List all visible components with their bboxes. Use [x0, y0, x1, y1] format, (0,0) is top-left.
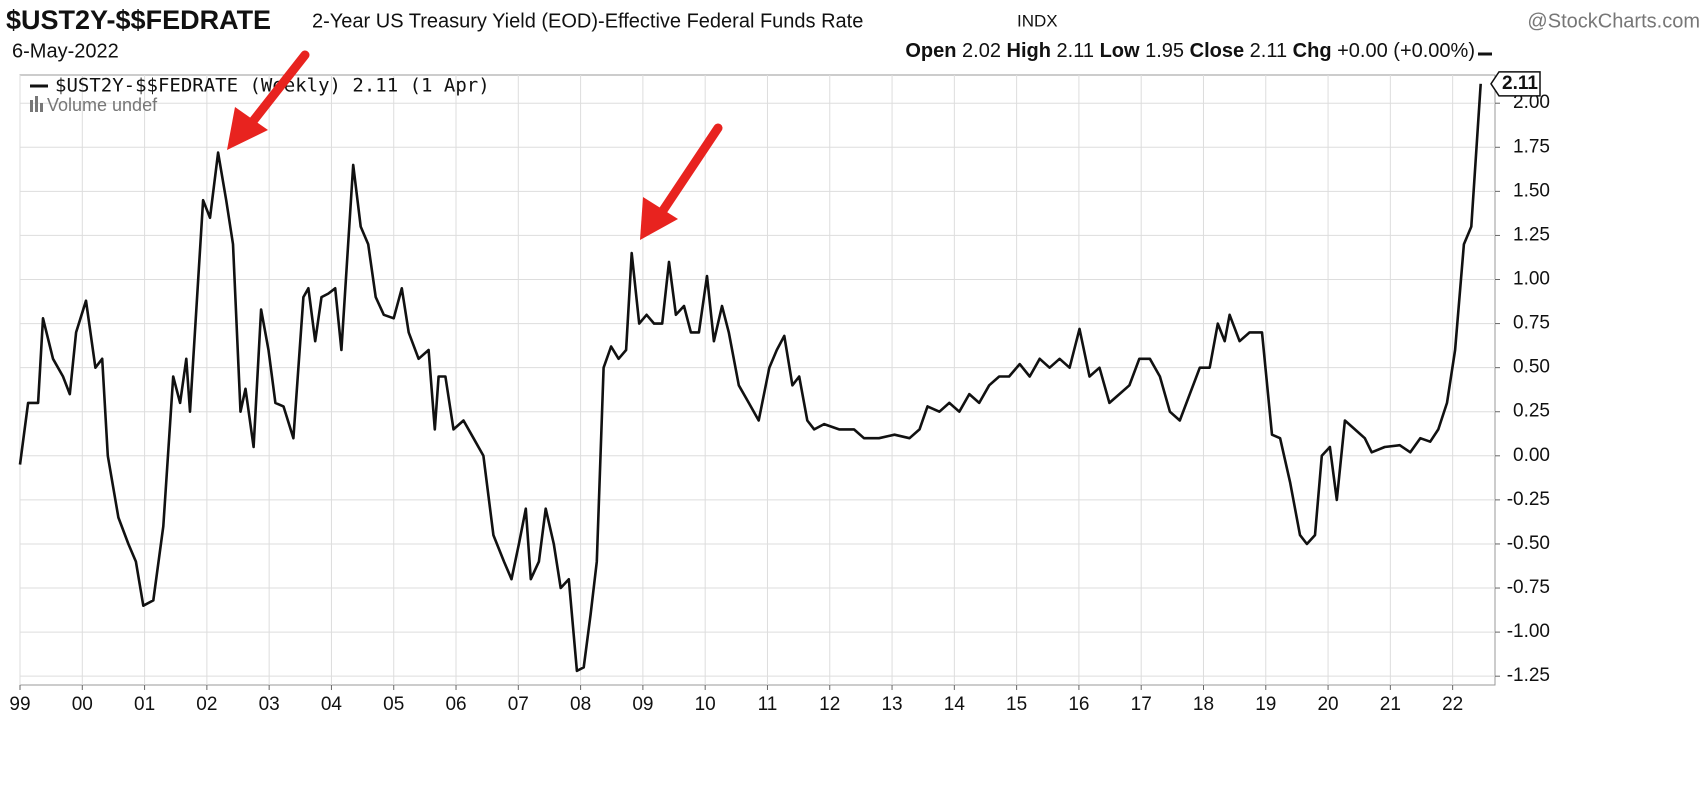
symbol: $UST2Y-$$FEDRATE [6, 5, 271, 35]
quote: Open 2.02 High 2.11 Low 1.95 Close 2.11 … [905, 40, 1475, 62]
x-tick-label: 11 [758, 694, 778, 715]
x-tick-label: 20 [1317, 694, 1338, 715]
x-tick-label: 02 [196, 694, 217, 715]
y-tick-label: -0.75 [1507, 577, 1550, 598]
high-label: High [1007, 40, 1051, 62]
y-tick-label: 0.50 [1513, 357, 1550, 378]
y-tick-label: -0.25 [1507, 489, 1550, 510]
y-tick-label: 0.00 [1513, 445, 1550, 466]
legend-entry: $UST2Y-$$FEDRATE (Weekly) 2.11 (1 Apr) [55, 75, 490, 97]
x-tick-label: 05 [383, 694, 404, 715]
x-tick-label: 22 [1442, 694, 1463, 715]
volume-label: Volume undef [47, 95, 158, 115]
y-tick-label: 2.00 [1513, 92, 1550, 113]
x-tick-label: 00 [72, 694, 93, 715]
last-value-tag [1490, 71, 1541, 97]
x-tick-label: 17 [1131, 694, 1152, 715]
low: 1.95 [1145, 40, 1184, 62]
x-tick-label: 15 [1006, 694, 1027, 715]
y-tick-label: 1.50 [1513, 180, 1550, 201]
x-tick-label: 10 [695, 694, 716, 715]
x-tick-label: 08 [570, 694, 591, 715]
x-tick-label: 18 [1193, 694, 1214, 715]
high: 2.11 [1057, 40, 1094, 62]
arrow [640, 123, 723, 240]
close-label: Close [1190, 40, 1244, 62]
x-tick-label: 99 [9, 694, 30, 715]
x-tick-label: 21 [1380, 694, 1401, 715]
x-tick-label: 12 [819, 694, 840, 715]
close: 2.11 [1250, 40, 1287, 62]
x-tick-label: 04 [321, 694, 343, 715]
x-tick-label: 06 [445, 694, 466, 715]
y-tick-label: 1.25 [1513, 224, 1550, 245]
y-tick-label: 0.75 [1513, 313, 1550, 334]
low-label: Low [1100, 40, 1140, 62]
y-tick-label: -1.00 [1507, 621, 1550, 642]
y-tick-label: -1.25 [1507, 665, 1550, 686]
plot-area [19, 74, 1496, 686]
chg-label: Chg [1293, 40, 1332, 62]
arrow [227, 50, 310, 150]
x-tick-label: 07 [508, 694, 529, 715]
x-tick-label: 14 [944, 694, 966, 715]
chg: +0.00 (+0.00%) [1337, 40, 1475, 62]
y-tick-label: -0.50 [1507, 533, 1550, 554]
open-label: Open [905, 40, 956, 62]
y-tick-label: 1.00 [1513, 269, 1550, 290]
date: 6-May-2022 [12, 40, 119, 62]
source: @StockCharts.com [1527, 10, 1700, 32]
x-tick-label: 03 [259, 694, 280, 715]
x-tick-label: 16 [1068, 694, 1089, 715]
exchange: INDX [1017, 11, 1058, 30]
volume-icon [40, 103, 43, 112]
x-tick-label: 19 [1255, 694, 1276, 715]
open: 2.02 [962, 40, 1001, 62]
description: 2-Year US Treasury Yield (EOD)-Effective… [312, 10, 863, 32]
volume-icon [35, 96, 38, 112]
line [18, 83, 1482, 673]
last-value-label: 2.11 [1502, 73, 1538, 94]
x-tick-label: 09 [632, 694, 653, 715]
x-tick-label: 01 [134, 694, 155, 715]
y-tick-label: 1.75 [1513, 136, 1550, 157]
y-tick-label: 0.25 [1513, 401, 1550, 422]
grid [19, 75, 1495, 685]
volume-icon [30, 100, 33, 112]
x-tick-label: 13 [881, 694, 902, 715]
